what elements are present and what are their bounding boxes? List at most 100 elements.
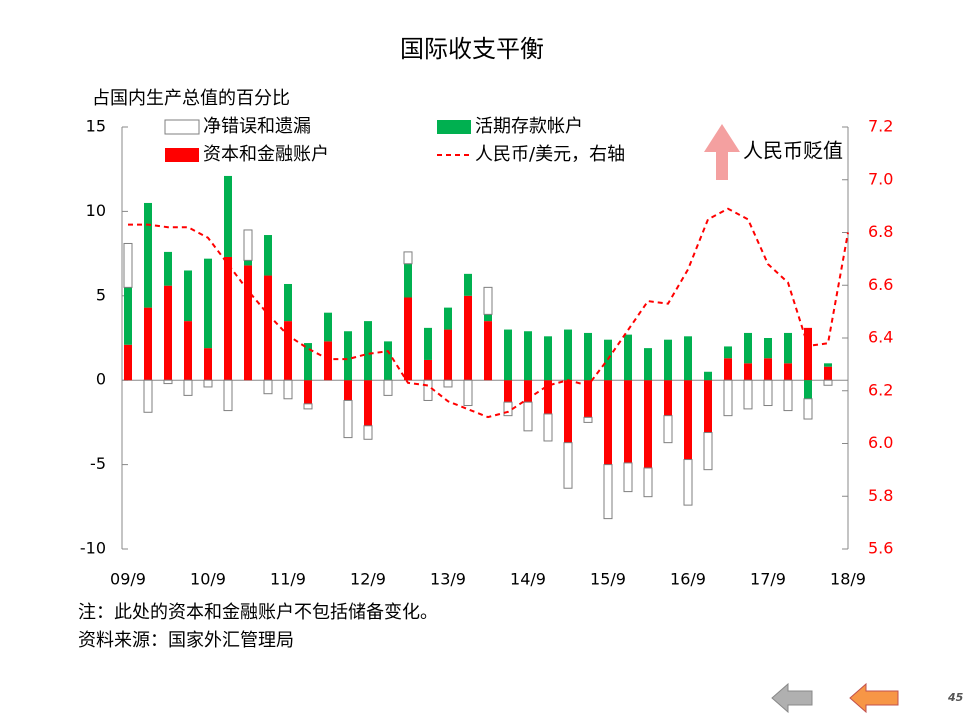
x-tick-label: 09/9 bbox=[110, 570, 146, 589]
bar bbox=[264, 235, 272, 276]
bar bbox=[204, 348, 212, 381]
bar bbox=[444, 307, 452, 330]
page-number: 45 bbox=[947, 691, 964, 704]
bar bbox=[624, 380, 632, 463]
y2-tick-label: 7.0 bbox=[868, 169, 893, 188]
bar bbox=[644, 348, 652, 381]
y-tick-label: 15 bbox=[86, 117, 106, 136]
bar bbox=[184, 270, 192, 322]
bar bbox=[343, 399, 353, 439]
bar bbox=[823, 379, 833, 386]
bar bbox=[524, 331, 532, 381]
bar bbox=[704, 380, 712, 433]
legend-swatch bbox=[165, 148, 199, 162]
bar bbox=[683, 459, 693, 506]
legend-label: 活期存款帐户 bbox=[475, 116, 583, 137]
y-tick-label: 5 bbox=[96, 285, 106, 304]
bar bbox=[563, 442, 573, 489]
y2-tick-label: 5.6 bbox=[868, 539, 893, 558]
bar bbox=[463, 379, 473, 407]
bar bbox=[184, 321, 192, 381]
bar bbox=[764, 358, 772, 381]
y-tick-label: -5 bbox=[90, 454, 106, 473]
legend-label: 净错误和遗漏 bbox=[203, 116, 311, 137]
x-tick-label: 10/9 bbox=[190, 570, 226, 589]
bar bbox=[724, 346, 732, 359]
y2-tick-label: 5.8 bbox=[868, 486, 893, 505]
legend-label: 人民币/美元，右轴 bbox=[475, 144, 625, 165]
x-tick-label: 16/9 bbox=[670, 570, 706, 589]
bar bbox=[703, 432, 713, 471]
bar bbox=[144, 202, 152, 308]
bar bbox=[364, 321, 372, 381]
bar bbox=[124, 344, 132, 381]
bar bbox=[564, 329, 572, 381]
bar bbox=[524, 380, 532, 403]
bar bbox=[603, 464, 613, 520]
bar bbox=[284, 321, 292, 381]
chart-title: 国际收支平衡 bbox=[400, 35, 544, 63]
bar bbox=[504, 380, 512, 403]
bar bbox=[383, 379, 393, 396]
bar bbox=[484, 321, 492, 381]
bar bbox=[243, 229, 253, 261]
bar bbox=[764, 338, 772, 359]
bar bbox=[424, 359, 432, 381]
bar bbox=[304, 380, 312, 404]
bar bbox=[263, 379, 273, 395]
bar bbox=[704, 371, 712, 381]
bar bbox=[303, 403, 313, 410]
arrow-icon bbox=[704, 124, 740, 180]
bar bbox=[784, 332, 792, 364]
prev-button[interactable] bbox=[771, 682, 813, 714]
x-tick-label: 15/9 bbox=[590, 570, 626, 589]
bar bbox=[124, 287, 132, 345]
bar bbox=[384, 341, 392, 381]
bar bbox=[543, 413, 553, 442]
bar bbox=[163, 379, 173, 385]
bar bbox=[564, 380, 572, 443]
bar bbox=[424, 327, 432, 360]
x-tick-label: 12/9 bbox=[350, 570, 386, 589]
bar bbox=[143, 379, 153, 413]
bar bbox=[804, 327, 812, 381]
bar bbox=[544, 380, 552, 414]
bar bbox=[244, 260, 252, 266]
bar bbox=[763, 379, 773, 407]
bar bbox=[803, 398, 813, 420]
bar bbox=[744, 332, 752, 364]
bar bbox=[664, 380, 672, 416]
bar bbox=[203, 379, 213, 388]
bar bbox=[604, 380, 612, 465]
bar bbox=[324, 341, 332, 381]
bar bbox=[244, 265, 252, 381]
annotation: 人民币贬值 bbox=[743, 139, 843, 163]
bar bbox=[544, 336, 552, 381]
bar bbox=[264, 275, 272, 381]
bar bbox=[404, 297, 412, 381]
bar bbox=[223, 379, 233, 412]
bar bbox=[484, 314, 492, 322]
y2-tick-label: 6.2 bbox=[868, 380, 893, 399]
y2-tick-label: 6.8 bbox=[868, 222, 893, 241]
y2-tick-label: 6.0 bbox=[868, 433, 893, 452]
bar bbox=[523, 401, 533, 432]
bar bbox=[784, 363, 792, 381]
bar bbox=[824, 366, 832, 381]
next-button[interactable] bbox=[849, 682, 899, 714]
bar bbox=[304, 343, 312, 381]
bar bbox=[204, 258, 212, 349]
x-tick-label: 17/9 bbox=[750, 570, 786, 589]
bar bbox=[804, 380, 812, 399]
bar bbox=[123, 242, 133, 288]
y-tick-label: 10 bbox=[86, 201, 106, 220]
bar bbox=[724, 358, 732, 381]
bar bbox=[324, 312, 332, 342]
bar bbox=[684, 380, 692, 460]
bar bbox=[664, 339, 672, 381]
bar bbox=[164, 251, 172, 286]
bar bbox=[643, 467, 653, 498]
bar bbox=[144, 307, 152, 381]
